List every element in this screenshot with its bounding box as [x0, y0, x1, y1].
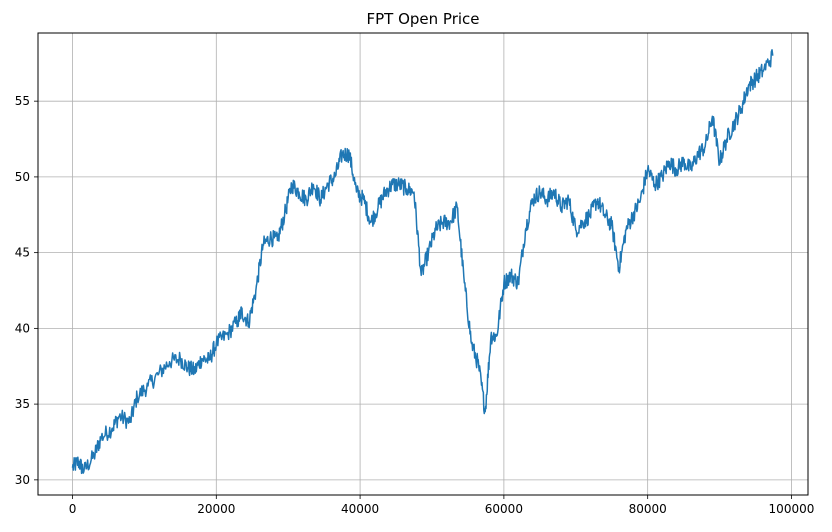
y-tick-label: 30 — [15, 473, 30, 487]
chart-title: FPT Open Price — [366, 10, 479, 28]
x-axis: 0 20000 40000 60000 80000 100000 — [69, 495, 815, 516]
y-tick-label: 35 — [15, 397, 30, 411]
y-tick-label: 40 — [15, 321, 30, 335]
series-line — [71, 49, 774, 475]
plot-frame — [37, 32, 809, 496]
y-tick-label: 50 — [15, 170, 30, 184]
x-tick-label: 100000 — [769, 502, 815, 516]
x-tick-label: 80000 — [629, 502, 667, 516]
series-layer — [71, 49, 774, 475]
x-tick-label: 0 — [69, 502, 77, 516]
x-tick-label: 60000 — [485, 502, 523, 516]
x-tick-label: 40000 — [341, 502, 379, 516]
x-tick-label: 20000 — [197, 502, 235, 516]
y-axis: 30 35 40 45 50 55 — [15, 94, 38, 487]
y-tick-label: 55 — [15, 94, 30, 108]
grid — [38, 33, 808, 495]
y-tick-label: 45 — [15, 246, 30, 260]
